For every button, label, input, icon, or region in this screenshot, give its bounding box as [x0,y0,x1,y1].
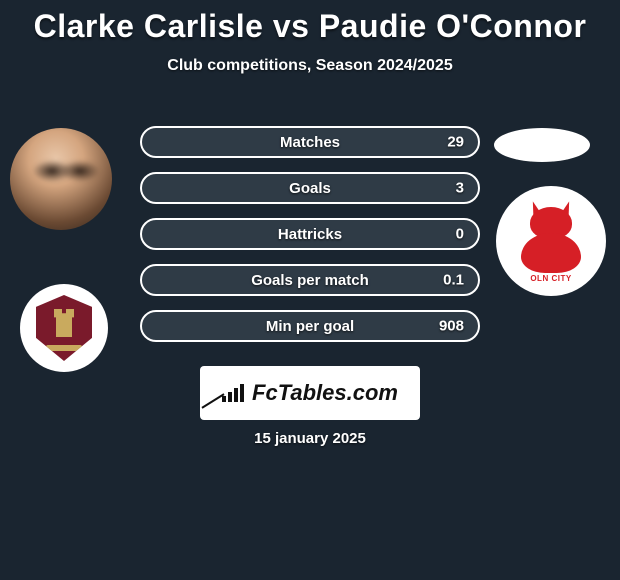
stat-row-goals: Goals 3 [140,172,480,204]
stat-right-value: 3 [456,180,464,197]
crest-right-text: OLN CITY [513,274,589,283]
page-subtitle: Club competitions, Season 2024/2025 [0,57,620,75]
stat-right-value: 0 [456,226,464,243]
shield-icon [36,295,92,361]
branding-text: FcTables.com [252,380,398,406]
stat-label: Goals [289,180,331,197]
stat-row-hattricks: Hattricks 0 [140,218,480,250]
club-crest-left [20,284,108,372]
stat-row-gpm: Goals per match 0.1 [140,264,480,296]
stat-right-value: 29 [447,134,464,151]
stats-table: Matches 29 Goals 3 Hattricks 0 Goals per… [140,126,480,356]
stat-label: Hattricks [278,226,342,243]
stat-row-mpg: Min per goal 908 [140,310,480,342]
bar-chart-icon [222,384,244,402]
stat-label: Min per goal [266,318,354,335]
stat-right-value: 0.1 [443,272,464,289]
player-right-avatar [494,128,590,162]
page-title: Clarke Carlisle vs Paudie O'Connor [0,8,620,45]
branding-logo[interactable]: FcTables.com [200,366,420,420]
stat-right-value: 908 [439,318,464,335]
stat-label: Goals per match [251,272,369,289]
player-left-avatar [10,128,112,230]
date-label: 15 january 2025 [0,430,620,447]
comparison-card: Clarke Carlisle vs Paudie O'Connor Club … [0,8,620,580]
stat-row-matches: Matches 29 [140,126,480,158]
imp-icon: OLN CITY [513,203,589,279]
stat-label: Matches [280,134,340,151]
club-crest-right: OLN CITY [496,186,606,296]
